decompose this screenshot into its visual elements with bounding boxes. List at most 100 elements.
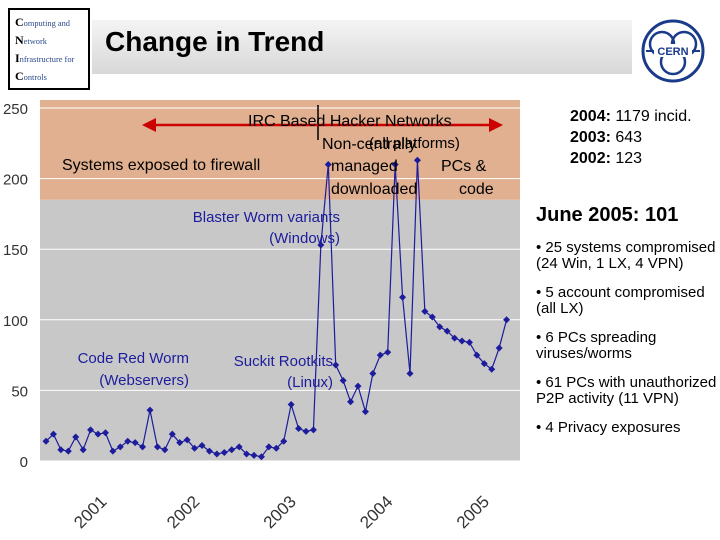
annotation-managed: managed xyxy=(331,158,398,175)
stat-2003: 2003: 643 xyxy=(570,129,643,146)
stat-2002: 2002: 123 xyxy=(570,150,643,167)
data-point xyxy=(235,443,243,451)
data-point xyxy=(361,408,369,416)
annotation-blaster: Blaster Worm variants xyxy=(193,209,340,226)
data-point xyxy=(495,344,503,352)
june-2005-heading: June 2005: 101 xyxy=(536,204,679,226)
data-point xyxy=(79,446,87,454)
data-point xyxy=(287,401,295,409)
cern-logo-text: CERN xyxy=(657,46,688,58)
logo-line-3: Infrastructure for xyxy=(15,51,75,65)
cnic-logo: Computing and Network Infrastructure for… xyxy=(8,8,90,90)
data-point xyxy=(406,369,414,377)
data-point xyxy=(87,426,95,434)
annotation-windows: (Windows) xyxy=(269,230,340,247)
logo-line-4: Controls xyxy=(15,69,47,83)
bullet-privacy-exposures: • 4 Privacy exposures xyxy=(536,419,681,436)
data-point xyxy=(436,323,444,331)
bullet-pcs-spreading: • 6 PCs spreading viruses/worms xyxy=(536,329,657,362)
data-point xyxy=(168,430,176,438)
data-point xyxy=(451,334,459,342)
data-point xyxy=(228,446,236,454)
cern-logo: CERN xyxy=(640,18,706,84)
slide-header: Computing and Network Infrastructure for… xyxy=(0,0,720,100)
data-point xyxy=(473,351,481,359)
data-point xyxy=(257,453,265,461)
x-tick-label: 2001 xyxy=(70,492,110,532)
bullet-systems-compromised: • 25 systems compromised (24 Win, 1 LX, … xyxy=(536,239,716,272)
data-point xyxy=(183,436,191,444)
x-tick-label: 2002 xyxy=(163,492,203,532)
annotation-arrow-left xyxy=(142,118,156,132)
data-point xyxy=(250,451,258,459)
data-point xyxy=(94,430,102,438)
data-point xyxy=(243,450,251,458)
data-point xyxy=(101,429,109,437)
data-point xyxy=(265,443,273,451)
data-point xyxy=(421,307,429,315)
data-point xyxy=(488,365,496,373)
annotation-irc: IRC Based Hacker Networks xyxy=(248,113,452,130)
y-axis-ticks: 0 50 100 150 200 250 xyxy=(3,101,28,471)
y-tick-label: 50 xyxy=(11,383,28,400)
right-panel: 2004: 1179 incid. 2003: 643 2002: 123 Ju… xyxy=(530,100,720,540)
data-point xyxy=(347,398,355,406)
data-point xyxy=(369,369,377,377)
data-point xyxy=(332,361,340,369)
data-point xyxy=(72,433,80,441)
data-point xyxy=(205,447,213,455)
data-point xyxy=(295,425,303,433)
bullet-accounts-compromised: • 5 account compromised (all LX) xyxy=(536,284,705,317)
data-point xyxy=(317,241,325,249)
data-point xyxy=(146,406,154,414)
data-point xyxy=(139,443,147,451)
data-point xyxy=(116,443,124,451)
annotation-suckit: Suckit Rootkits xyxy=(234,353,333,370)
y-tick-label: 200 xyxy=(3,172,28,189)
data-point xyxy=(309,426,317,434)
stat-2004: 2004: 1179 incid. xyxy=(570,108,692,125)
annotation-downloaded: downloaded xyxy=(331,181,417,198)
data-point xyxy=(153,443,161,451)
data-point xyxy=(64,447,72,455)
annotation-code-red: Code Red Worm xyxy=(78,350,189,367)
chart-band-1 xyxy=(40,100,520,200)
data-point xyxy=(391,160,399,168)
data-point xyxy=(413,156,421,164)
chart-bands xyxy=(40,100,520,461)
data-point xyxy=(49,430,57,438)
data-point xyxy=(503,316,511,324)
data-point xyxy=(339,377,347,385)
annotation-non-centrally: Non-centrally xyxy=(322,136,416,153)
data-point xyxy=(57,446,65,454)
data-point xyxy=(176,439,184,447)
data-point xyxy=(399,293,407,301)
data-point xyxy=(354,382,362,390)
cern-ring-outer xyxy=(641,19,705,83)
data-point xyxy=(161,446,169,454)
y-tick-label: 250 xyxy=(3,101,28,118)
y-tick-label: 0 xyxy=(20,454,28,471)
y-tick-label: 150 xyxy=(3,242,28,259)
annotation-all-platforms: (all platforms) xyxy=(369,135,460,152)
data-point xyxy=(465,338,473,346)
data-point xyxy=(131,439,139,447)
data-point xyxy=(191,444,199,452)
annotation-linux: (Linux) xyxy=(287,374,333,391)
data-point xyxy=(213,450,221,458)
data-point xyxy=(480,360,488,368)
annotation-code: code xyxy=(459,181,494,198)
title-bar xyxy=(92,20,632,74)
chart-band-0 xyxy=(40,199,520,461)
x-axis-ticks: 2001 2002 2003 2004 2005 xyxy=(70,492,493,532)
annotation-firewall: Systems exposed to firewall xyxy=(62,157,260,174)
x-tick-label: 2003 xyxy=(260,492,300,532)
slide-title: Change in Trend xyxy=(105,26,325,57)
data-point xyxy=(324,160,332,168)
data-point xyxy=(272,444,280,452)
data-point xyxy=(124,437,132,445)
data-point xyxy=(109,447,117,455)
x-tick-label: 2005 xyxy=(453,492,493,532)
bullet-p2p-activity: • 61 PCs with unauthorized P2P activity … xyxy=(536,374,717,407)
incident-trend-chart: 0 50 100 150 200 250 2001 2002 2003 2004 2005 IRC… xyxy=(3,100,520,532)
